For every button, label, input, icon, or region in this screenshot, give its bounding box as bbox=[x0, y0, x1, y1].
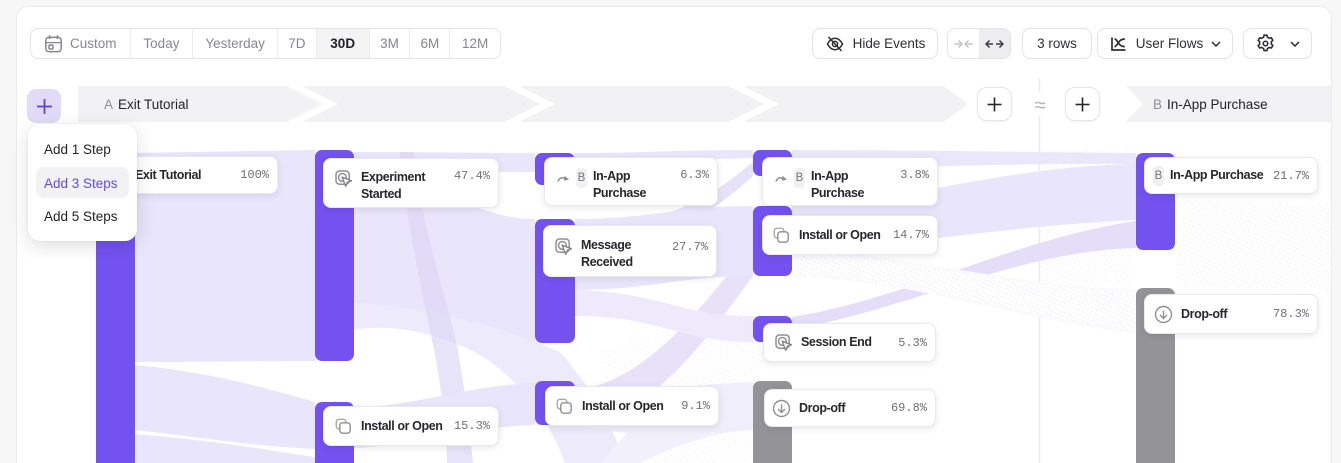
svg-text:≈: ≈ bbox=[1034, 94, 1046, 117]
